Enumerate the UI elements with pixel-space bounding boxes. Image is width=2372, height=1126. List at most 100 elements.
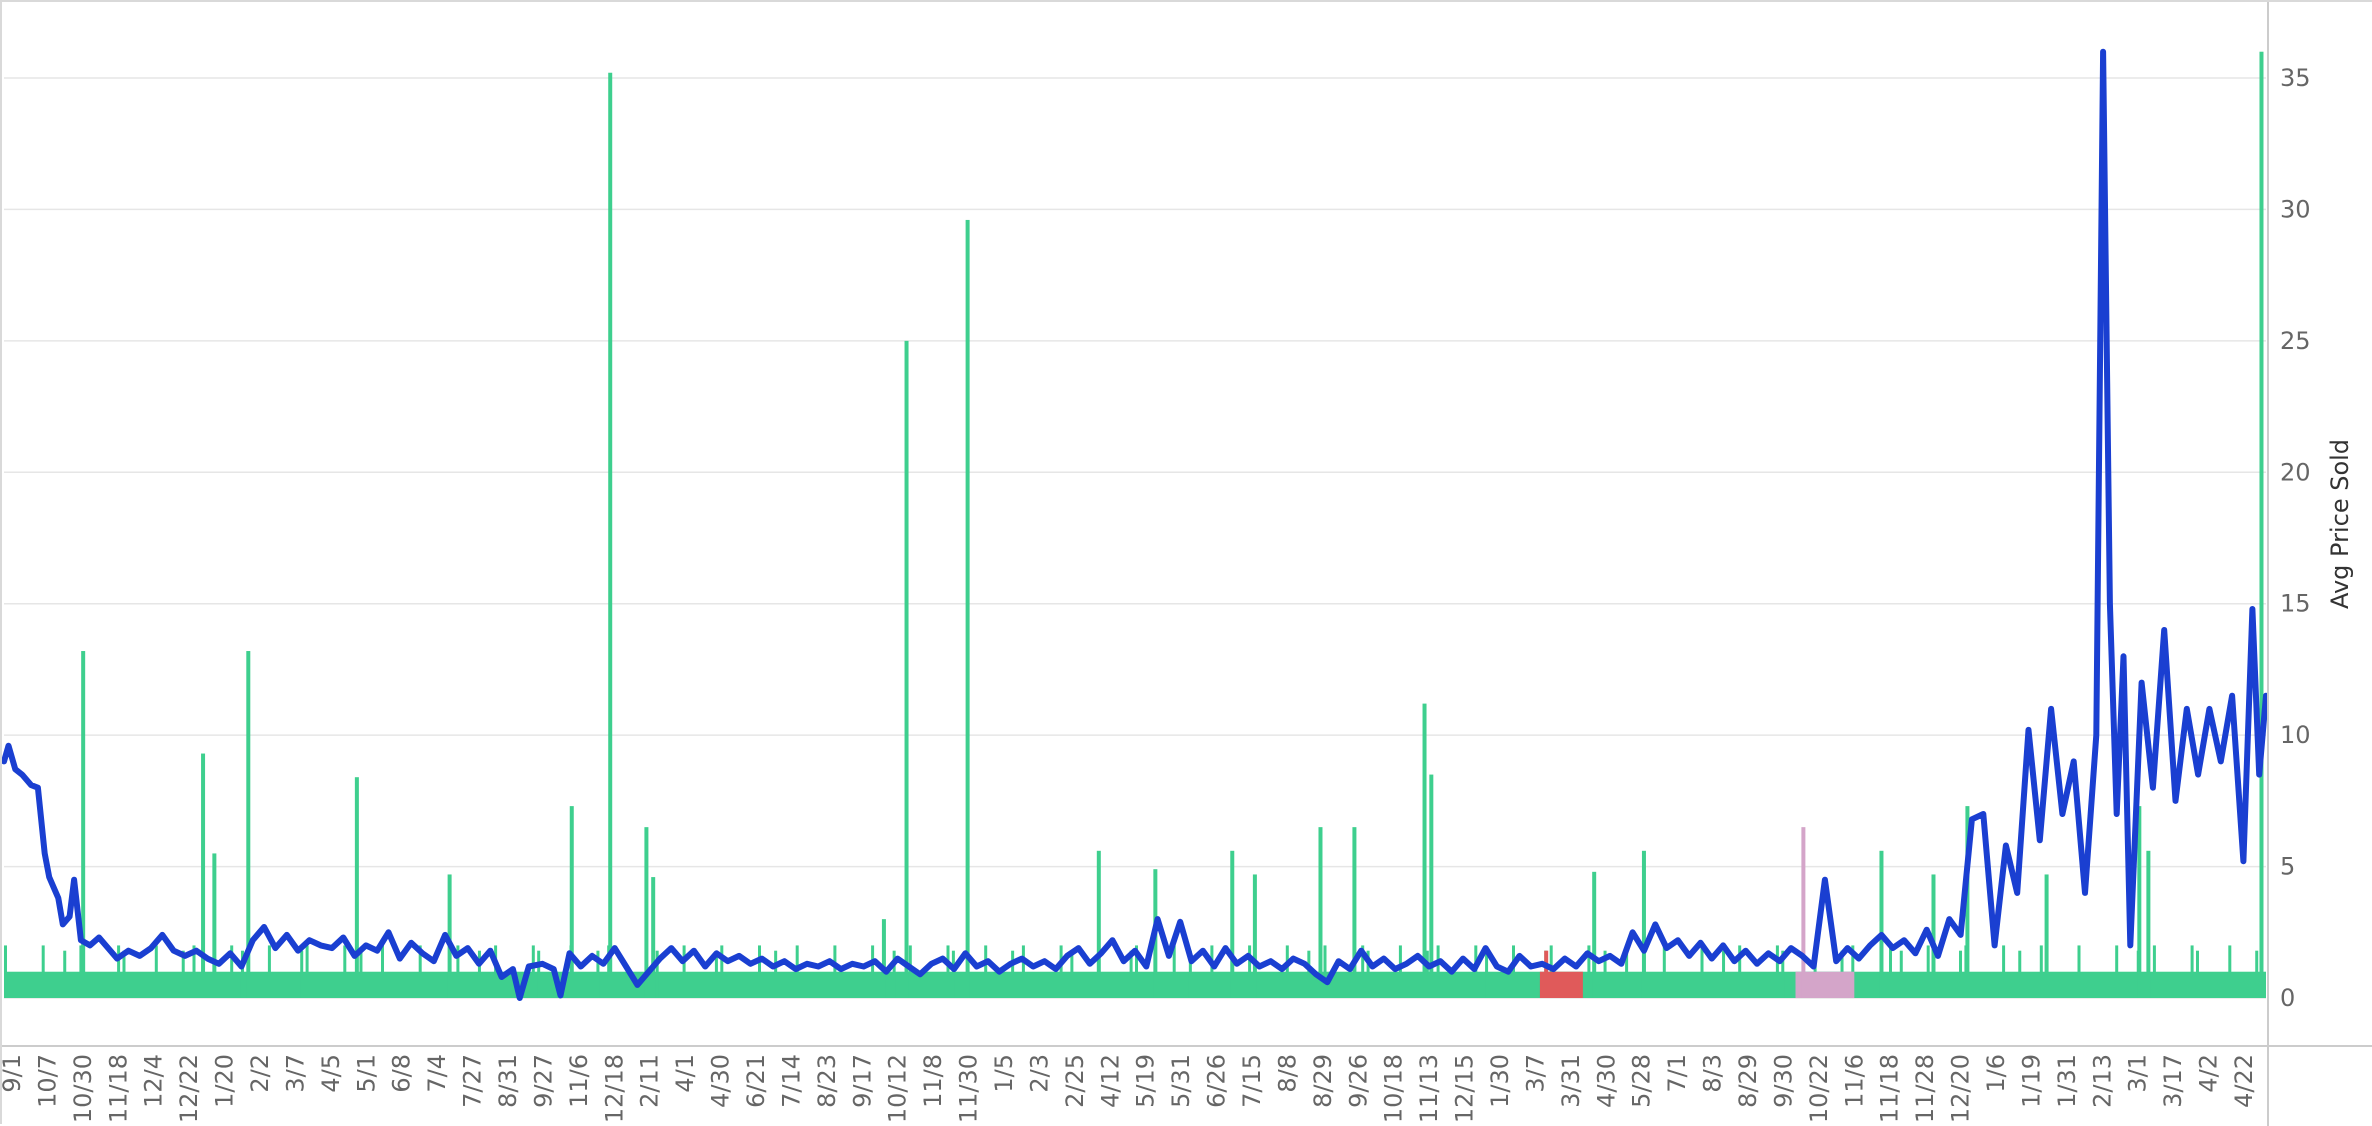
volume-bar [1965,806,1970,998]
volume-bar [1931,874,1936,998]
volume-bar [63,950,67,998]
y-tick-label: 0 [2280,984,2295,1012]
x-tick-label: 7/1 [1663,1054,1691,1093]
x-tick-label: 6/8 [388,1054,416,1093]
x-tick-label: 10/30 [69,1054,97,1123]
volume-bar [1700,945,1704,998]
x-tick-label: 8/31 [494,1054,522,1108]
volume-bar [1889,945,1892,998]
volume-bar [2228,945,2232,998]
x-tick-label: 11/28 [1911,1054,1939,1123]
volume-bar [795,945,799,998]
x-tick-label: 3/1 [2124,1054,2152,1093]
volume-bar [305,945,309,998]
volume-bar [1129,950,1133,998]
x-tick-label: 5/31 [1167,1054,1195,1108]
volume-bar [1285,945,1289,998]
volume-bar [1485,950,1489,998]
x-tick-label: 4/30 [1592,1054,1620,1108]
x-tick-label: 10/12 [884,1054,912,1123]
volume-bar [1959,950,1963,998]
y-tick-label: 35 [2280,64,2311,92]
x-tick-label: 4/1 [671,1054,699,1093]
volume-bar [4,945,7,998]
x-tick-label: 9/1 [2,1054,26,1093]
x-tick-label: 9/27 [529,1054,557,1108]
volume-bar [418,945,422,998]
volume-bar [1879,850,1884,998]
x-tick-label: 1/30 [1486,1054,1514,1108]
x-tick-label: 3/31 [1557,1054,1585,1108]
x-tick-label: 11/6 [565,1054,593,1108]
volume-bar [892,950,896,998]
volume-bar [1059,945,1063,998]
volume-bar [494,945,498,998]
volume-bar [655,950,659,998]
volume-bar [1307,950,1311,998]
x-tick-label: 3/7 [1521,1054,1549,1093]
volume-bar [1899,950,1903,998]
x-tick-label: 12/20 [1947,1054,1975,1123]
x-tick-label: 2/3 [1025,1054,1053,1093]
volume-bar [381,945,384,998]
volume-bar [1021,945,1025,998]
x-tick-label: 3/7 [281,1054,309,1093]
x-tick-label: 6/26 [1203,1054,1231,1108]
x-tick-label: 5/19 [1132,1054,1160,1108]
volume-bar [79,945,83,998]
x-tick-label: 8/3 [1699,1054,1727,1093]
volume-bar [1248,945,1252,998]
volume-bar [354,777,359,998]
volume-bar [1512,945,1515,998]
volume-bar [1429,774,1434,998]
volume-bar [477,950,481,998]
volume-bar [1662,945,1666,998]
volume-bar [1366,950,1370,998]
x-tick-label: 11/18 [1876,1054,1904,1123]
volume-bar [946,945,950,998]
volume-bar [181,950,185,998]
avg-price-line [2,48,2269,1001]
volume-bar [2152,945,2156,998]
volume-bar [81,651,86,998]
x-tick-label: 10/7 [33,1054,61,1108]
volume-bar [359,950,363,998]
y-tick-label: 20 [2280,458,2311,486]
volume-bar [1641,850,1646,998]
y-tick-label: 10 [2280,721,2311,749]
volume-bar [1722,950,1726,998]
volume-bar [537,950,541,998]
volume-bar [246,651,251,998]
volume-bar [682,945,686,998]
x-tick-label: 8/8 [1273,1054,1301,1093]
volume-bar [833,945,837,998]
x-tick-label: 4/12 [1096,1054,1124,1108]
y-tick-label: 15 [2280,590,2311,618]
volume-bar [154,945,158,998]
x-tick-label: 12/15 [1451,1054,1479,1123]
volume-bar [1352,827,1357,998]
x-tick-label: 10/18 [1380,1054,1408,1123]
x-tick-label: 10/22 [1805,1054,1833,1123]
highlight-spike-red [1544,950,1549,998]
x-tick-label: 1/6 [1982,1054,2010,1093]
volume-bar [192,945,196,998]
volume-bar [2018,950,2022,998]
x-tick-label: 11/6 [1840,1054,1868,1108]
x-tick-label: 7/14 [777,1054,805,1108]
volume-bar [569,806,574,998]
volume-bar [1926,945,1930,998]
volume-bar [201,753,206,998]
x-tick-label: 11/8 [919,1054,947,1108]
volume-bar [1011,950,1015,998]
volume-bar [881,919,886,998]
volume-bar [1398,945,1402,998]
volume-bar [965,219,970,998]
volume-bar [447,874,452,998]
volume-bar [908,945,912,998]
volume-bar [2044,874,2049,998]
x-tick-label: 4/5 [317,1054,345,1093]
volume-bar [531,945,535,998]
x-tick-label: 8/29 [1309,1054,1337,1108]
